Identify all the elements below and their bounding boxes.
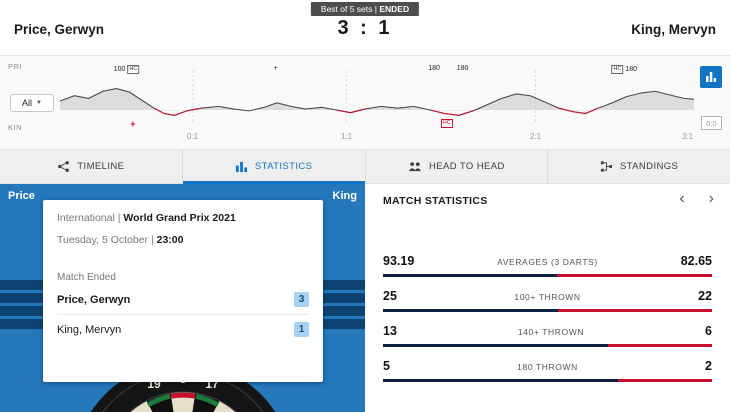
- stats-pager: ‹ ›: [675, 188, 718, 210]
- badge-format: Best of 5 sets |: [320, 4, 380, 14]
- momentum-filter-value: All: [22, 98, 33, 108]
- stat-away-value: 2: [705, 359, 712, 373]
- stats-title: MATCH STATISTICS: [383, 195, 488, 207]
- stat-row: 93.19 AVERAGES (3 DARTS) 82.65: [383, 254, 712, 277]
- head-to-head-icon: [409, 162, 421, 172]
- tab-bar: TIMELINE STATISTICS HEAD TO HEAD STANDIN…: [0, 150, 730, 184]
- stat-bar: [383, 379, 712, 382]
- momentum-filter-dropdown[interactable]: All ▼: [10, 94, 54, 112]
- card-home-name: Price, Gerwyn: [57, 293, 131, 306]
- stat-away-value: 82.65: [680, 254, 712, 268]
- chevron-right-icon[interactable]: ›: [705, 188, 718, 210]
- statistics-panel: MATCH STATISTICS ‹ › 93.19 AVERAGES (3 D…: [365, 184, 730, 412]
- tab-label: STANDINGS: [619, 161, 679, 172]
- stat-bar: [383, 309, 712, 312]
- x-tick: 2:1: [529, 132, 542, 141]
- stat-bar: [383, 344, 712, 347]
- x-tick: 1:1: [341, 132, 353, 141]
- panel-home-name: Price: [8, 190, 35, 202]
- annotation-hc-180: HC 180: [611, 65, 638, 74]
- standings-icon: [600, 161, 613, 172]
- stat-away-value: 6: [705, 324, 712, 338]
- annotation-plus-top: +: [273, 65, 278, 72]
- stat-label: AVERAGES (3 DARTS): [497, 257, 598, 267]
- card-home-score: 3: [294, 292, 309, 307]
- match-header: Best of 5 sets | ENDED Price, Gerwyn 3 :…: [0, 0, 730, 55]
- stat-row: 13 140+ THROWN 6: [383, 324, 712, 347]
- statistics-icon: [235, 161, 247, 173]
- chevron-left-icon[interactable]: ‹: [675, 188, 688, 210]
- stat-bar-home: [383, 309, 559, 312]
- stat-bar: [383, 274, 712, 277]
- match-score: 3 : 1: [337, 17, 393, 39]
- badge-ended: ENDED: [379, 4, 410, 14]
- x-tick: 0:1: [186, 132, 199, 141]
- stat-bar-home: [383, 344, 609, 347]
- card-away-score: 1: [294, 322, 309, 337]
- momentum-svg: [60, 70, 694, 126]
- stats-rows: 93.19 AVERAGES (3 DARTS) 82.65 25 100+ T…: [383, 254, 712, 394]
- card-home-row: Price, Gerwyn 3: [57, 285, 309, 315]
- score-overlay-toggle[interactable]: 0:0: [701, 116, 722, 130]
- tab-statistics[interactable]: STATISTICS: [181, 150, 365, 184]
- home-player-name: Price, Gerwyn: [14, 22, 105, 37]
- stat-row: 25 100+ THROWN 22: [383, 289, 712, 312]
- x-tick: 3:1: [682, 132, 694, 141]
- match-info-card: International | World Grand Prix 2021 Tu…: [43, 200, 323, 382]
- match-ended-status: Match Ended: [57, 272, 116, 283]
- stat-home-value: 13: [383, 324, 397, 338]
- stat-home-value: 93.19: [383, 254, 415, 268]
- stat-away-value: 22: [698, 289, 712, 303]
- tab-standings[interactable]: STANDINGS: [547, 150, 730, 183]
- away-player-name: King, Mervyn: [631, 22, 716, 37]
- annotation-plus-bottom: +: [130, 119, 136, 129]
- momentum-x-axis: 0:1 1:1 2:1 3:1: [60, 132, 694, 144]
- tournament-line: International | World Grand Prix 2021: [57, 212, 236, 224]
- momentum-away-label: KIN: [8, 123, 23, 132]
- match-status-badge: Best of 5 sets | ENDED: [310, 2, 420, 16]
- tab-label: STATISTICS: [254, 161, 313, 172]
- bar-chart-icon: [706, 72, 717, 82]
- momentum-chart: 100 HC + 180 180 HC 180 + HC: [60, 65, 694, 129]
- date-line: Tuesday, 5 October | 23:00: [57, 234, 184, 246]
- stat-label: 180 THROWN: [517, 362, 578, 372]
- chart-view-button[interactable]: [700, 66, 722, 88]
- panel-away-name: King: [332, 190, 357, 202]
- card-away-name: King, Mervyn: [57, 323, 122, 336]
- stat-bar-home: [383, 379, 618, 382]
- stat-home-value: 25: [383, 289, 397, 303]
- card-away-row: King, Mervyn 1: [57, 315, 309, 344]
- momentum-section: PRI KIN All ▼ 100 HC + 180 180 HC 180 + HC…: [0, 55, 730, 150]
- tab-head-to-head[interactable]: HEAD TO HEAD: [364, 150, 548, 183]
- stat-label: 100+ THROWN: [514, 292, 581, 302]
- tab-label: TIMELINE: [77, 161, 125, 172]
- stat-home-value: 5: [383, 359, 390, 373]
- timeline-icon: [58, 161, 70, 172]
- main-content: Price King 19 3: [0, 184, 730, 412]
- momentum-home-label: PRI: [8, 62, 23, 71]
- stat-label: 140+ THROWN: [517, 327, 585, 337]
- tab-timeline[interactable]: TIMELINE: [0, 150, 182, 183]
- annotation-180-second: 180: [456, 65, 469, 72]
- annotation-180-first: 180: [428, 65, 440, 72]
- annotation-100-hc: 100 HC: [113, 65, 140, 74]
- scoreboard-panel: Price King 19 3: [0, 184, 365, 412]
- stat-row: 5 180 THROWN 2: [383, 359, 712, 382]
- stat-bar-home: [383, 274, 558, 277]
- tab-label: HEAD TO HEAD: [429, 161, 505, 172]
- chevron-down-icon: ▼: [36, 100, 42, 106]
- annotation-hc-bottom: HC: [440, 119, 453, 128]
